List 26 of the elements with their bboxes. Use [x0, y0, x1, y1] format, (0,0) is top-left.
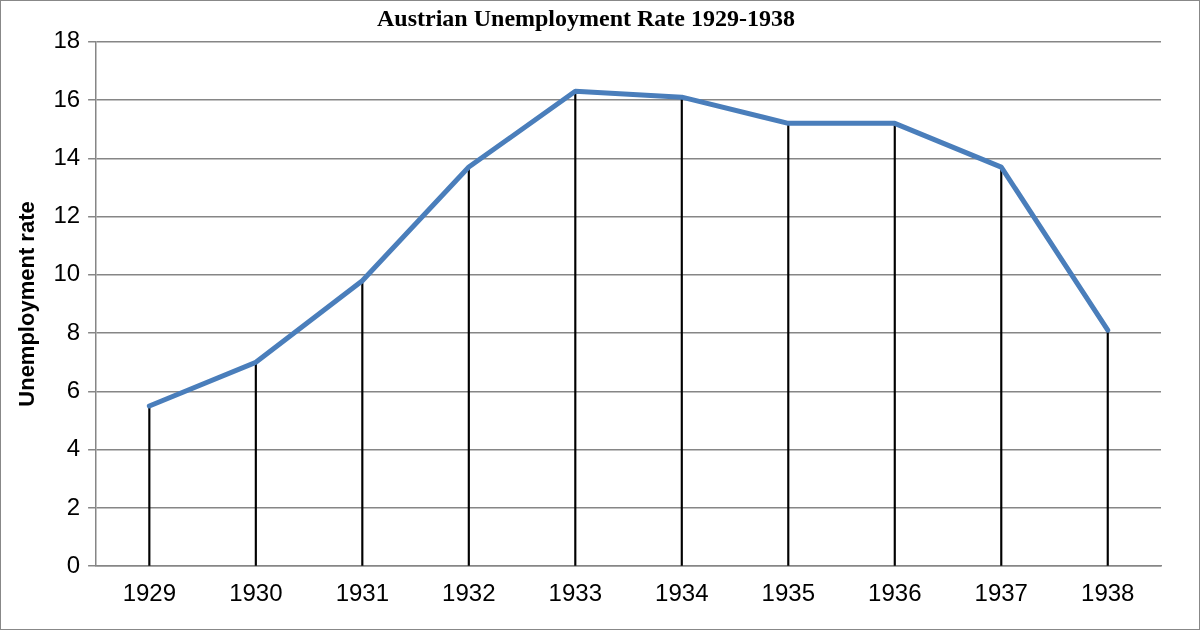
y-tick-label: 0 — [66, 550, 81, 578]
y-tick-label: 4 — [66, 434, 81, 462]
y-axis-title: Unemployment rate — [14, 201, 40, 407]
y-tick-label: 2 — [66, 492, 81, 520]
bar — [787, 123, 790, 566]
y-tick-label: 18 — [53, 26, 81, 54]
y-tick-label: 14 — [53, 142, 81, 170]
x-tick-label: 1930 — [229, 579, 283, 607]
y-tick-label: 16 — [53, 84, 81, 112]
y-tick-label: 6 — [66, 376, 81, 404]
y-tick-label: 10 — [53, 259, 81, 287]
x-tick-label: 1931 — [335, 579, 390, 607]
y-tick-label: 8 — [66, 317, 81, 345]
x-tick-label: 1936 — [868, 579, 922, 607]
y-tick-label: 12 — [53, 201, 81, 229]
x-tick-label: 1933 — [548, 579, 602, 607]
x-tick-label: 1938 — [1081, 579, 1135, 607]
bar — [574, 91, 577, 566]
bar — [148, 405, 151, 566]
x-tick-label: 1932 — [442, 579, 496, 607]
chart-title: Austrian Unemployment Rate 1929-1938 — [377, 4, 795, 31]
x-tick-label: 1934 — [655, 579, 709, 607]
bar — [893, 123, 896, 566]
x-tick-label: 1935 — [761, 579, 815, 607]
x-tick-label: 1937 — [974, 579, 1028, 607]
x-tick-label: 1929 — [122, 579, 177, 607]
